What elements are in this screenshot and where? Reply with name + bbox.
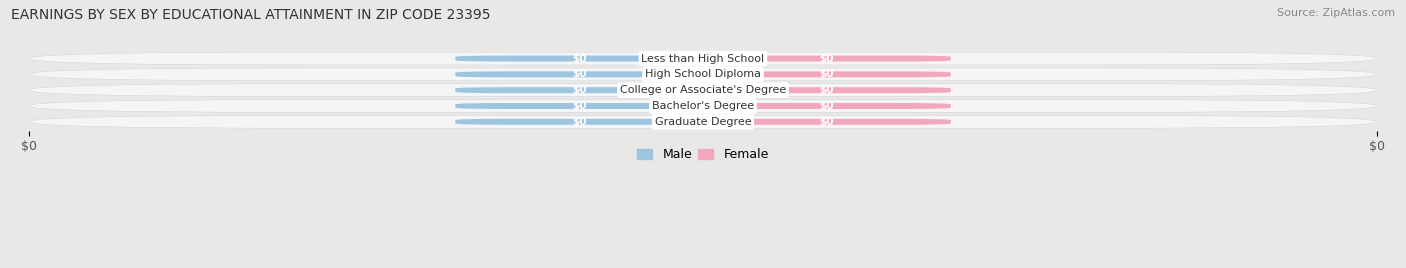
Text: $0: $0 [820,85,834,95]
Text: $0: $0 [572,54,586,64]
Text: High School Diploma: High School Diploma [645,69,761,79]
FancyBboxPatch shape [28,115,1378,128]
Text: Graduate Degree: Graduate Degree [655,117,751,127]
FancyBboxPatch shape [28,68,1378,81]
FancyBboxPatch shape [703,55,950,62]
Text: $0: $0 [572,85,586,95]
FancyBboxPatch shape [703,103,950,109]
Text: $0: $0 [572,101,586,111]
Text: Source: ZipAtlas.com: Source: ZipAtlas.com [1277,8,1395,18]
FancyBboxPatch shape [28,52,1378,65]
Text: $0: $0 [820,117,834,127]
Text: EARNINGS BY SEX BY EDUCATIONAL ATTAINMENT IN ZIP CODE 23395: EARNINGS BY SEX BY EDUCATIONAL ATTAINMEN… [11,8,491,22]
FancyBboxPatch shape [28,100,1378,112]
FancyBboxPatch shape [456,119,703,125]
Text: $0: $0 [820,54,834,64]
FancyBboxPatch shape [456,55,703,62]
FancyBboxPatch shape [703,119,950,125]
FancyBboxPatch shape [28,52,1378,65]
FancyBboxPatch shape [456,71,703,77]
Legend: Male, Female: Male, Female [633,143,773,166]
Text: $0: $0 [572,69,586,79]
Text: $0: $0 [572,117,586,127]
FancyBboxPatch shape [28,99,1378,113]
Text: Less than High School: Less than High School [641,54,765,64]
Text: College or Associate's Degree: College or Associate's Degree [620,85,786,95]
Text: Bachelor's Degree: Bachelor's Degree [652,101,754,111]
FancyBboxPatch shape [28,68,1378,80]
FancyBboxPatch shape [703,71,950,77]
FancyBboxPatch shape [28,116,1378,128]
FancyBboxPatch shape [28,84,1378,97]
FancyBboxPatch shape [456,103,703,109]
FancyBboxPatch shape [28,84,1378,96]
Text: $0: $0 [820,101,834,111]
FancyBboxPatch shape [703,87,950,93]
Text: $0: $0 [820,69,834,79]
FancyBboxPatch shape [456,87,703,93]
